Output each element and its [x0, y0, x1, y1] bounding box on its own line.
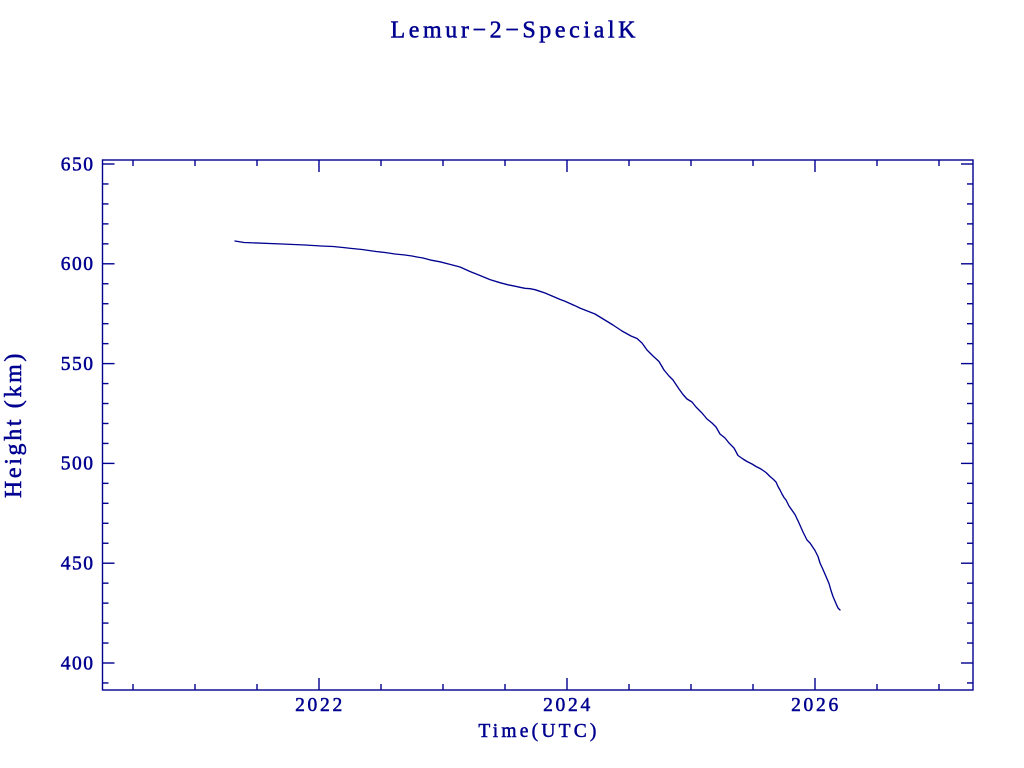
svg-text:500: 500: [61, 454, 95, 475]
svg-text:2026: 2026: [791, 695, 841, 716]
svg-text:2022: 2022: [295, 695, 345, 716]
svg-text:Time(UTC): Time(UTC): [478, 721, 599, 742]
svg-text:550: 550: [61, 354, 95, 375]
svg-text:600: 600: [61, 254, 95, 275]
svg-text:2024: 2024: [543, 695, 593, 716]
svg-text:Lemur−2−SpecialK: Lemur−2−SpecialK: [390, 17, 639, 43]
svg-text:Height (km): Height (km): [1, 351, 27, 498]
svg-text:400: 400: [61, 653, 95, 674]
svg-text:650: 650: [61, 154, 95, 175]
svg-text:450: 450: [61, 554, 95, 575]
